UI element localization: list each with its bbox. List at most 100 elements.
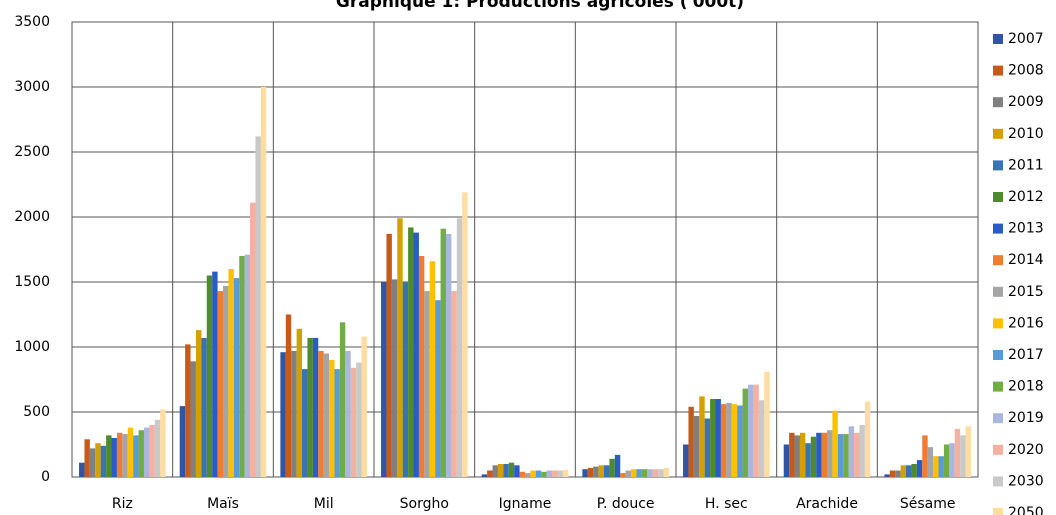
bar [753,384,759,477]
bar [451,291,457,477]
bar [456,218,463,478]
bar [334,369,340,477]
x-tick-label: Mil [314,496,334,512]
bar [859,425,865,477]
bar [922,435,928,477]
legend-label: 2011 [1008,157,1044,173]
bar [960,435,966,477]
bar [864,401,871,477]
bar [525,473,531,477]
bar [906,465,912,477]
bar [816,432,822,477]
bar [704,418,711,477]
bar [323,353,330,477]
bar [949,443,955,477]
legend-label: 2007 [1008,31,1044,47]
bar [710,399,716,477]
legend-label: 2016 [1008,315,1044,331]
y-tick-label: 1500 [14,274,50,290]
bar [418,256,425,477]
bar [699,396,705,477]
y-tick-label: 2000 [14,209,50,225]
bar [747,384,754,477]
legend-swatch [993,34,1003,44]
bar [631,469,637,477]
bar [397,218,403,478]
x-tick-label: Sorgho [400,496,449,512]
bar [519,471,525,477]
legend-swatch [993,97,1003,108]
bar [604,465,610,477]
bar [138,430,144,477]
x-tick-label: Riz [112,496,133,512]
bar [843,434,849,477]
bar [402,282,409,477]
bar [783,444,790,477]
bar [647,469,653,477]
bar [160,409,166,477]
bar [206,275,213,477]
bar [652,469,659,477]
legend-label: 2015 [1008,284,1044,300]
bar [228,269,234,477]
bar [133,435,139,477]
bar [154,419,161,477]
bar [832,410,838,477]
x-tick-label: Sésame [900,496,956,512]
bar [122,434,128,477]
bar [462,192,468,478]
bar [911,464,917,477]
bar [435,300,441,477]
x-tick-label: Maïs [207,496,239,512]
bar [116,432,123,477]
bar [837,434,844,477]
bar [312,337,319,477]
bar [508,462,515,477]
bar [552,470,558,477]
bar [683,444,689,477]
y-tick-label: 3000 [14,79,50,95]
bar [291,350,297,477]
bar [938,456,944,477]
bar [557,470,563,477]
legend-label: 2009 [1008,94,1044,110]
bar [546,470,553,477]
bar [111,438,117,477]
bar [329,360,335,477]
bar [84,439,90,477]
bar [764,371,770,477]
bar [582,469,588,477]
bar [758,400,765,477]
bar [492,465,498,477]
bar [658,469,664,477]
bar [900,465,907,477]
legend-label: 2014 [1008,252,1044,268]
legend-swatch [993,255,1003,266]
bar [854,432,860,477]
bar [201,337,207,477]
bar [100,445,107,477]
legend-swatch [993,476,1003,487]
x-tick-label: H. sec [705,496,748,512]
bar [731,404,738,477]
bar [933,456,939,477]
bar [302,369,308,477]
bar [641,469,648,477]
bar [391,279,398,477]
bar [541,471,547,477]
bar [789,432,795,477]
chart-title: Graphique 1: Productions agricoles ('000… [336,0,744,12]
legend-swatch [993,508,1003,515]
bar [190,361,196,477]
bar [636,469,642,477]
bar [212,271,218,477]
x-tick-label: Igname [499,496,552,512]
bar [350,367,357,477]
bar [386,233,392,477]
bar [609,458,615,477]
bar [296,328,303,477]
legend-swatch [993,192,1003,202]
bar [424,291,430,477]
y-tick-label: 0 [41,469,50,485]
